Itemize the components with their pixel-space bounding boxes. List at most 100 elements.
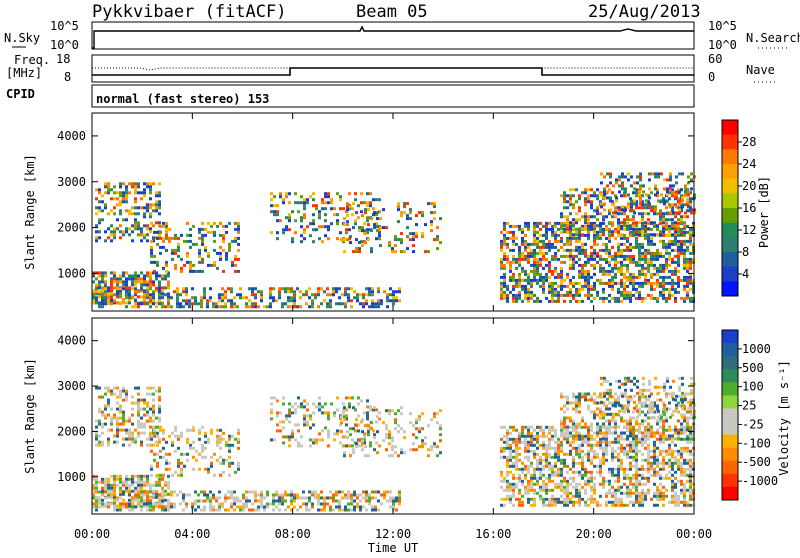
echo-cell [626, 444, 629, 447]
echo-cell [665, 218, 668, 221]
echo-cell [551, 231, 554, 234]
echo-cell [617, 288, 620, 291]
echo-cell [323, 502, 326, 505]
echo-cell [370, 421, 373, 424]
echo-cell [638, 273, 641, 276]
echo-cell [662, 227, 665, 230]
echo-cell [623, 504, 626, 507]
echo-cell [353, 290, 356, 293]
echo-cell [530, 486, 533, 489]
echo-cell [629, 450, 632, 453]
echo-cell [213, 222, 216, 225]
echo-cell [357, 396, 360, 399]
echo-cell [333, 432, 336, 435]
echo-cell [677, 504, 680, 507]
echo-cell [146, 182, 149, 185]
echo-cell [149, 484, 152, 487]
echo-cell [391, 247, 394, 250]
echo-cell [566, 276, 569, 279]
echo-cell [644, 273, 647, 276]
echo-cell [650, 435, 653, 438]
echo-cell [159, 429, 162, 432]
echo-cell [116, 426, 119, 429]
echo-cell [149, 420, 152, 423]
echo-cell [623, 273, 626, 276]
echo-cell [248, 490, 251, 493]
echo-cell [620, 447, 623, 450]
echo-cell [551, 228, 554, 231]
echo-cell [539, 279, 542, 282]
echo-cell [626, 255, 629, 258]
echo-cell [370, 427, 373, 430]
echo-cell [400, 451, 403, 454]
echo-cell [527, 432, 530, 435]
echo-cell [686, 426, 689, 429]
echo-cell [590, 300, 593, 303]
echo-cell [629, 227, 632, 230]
echo-cell [412, 238, 415, 241]
echo-cell [629, 297, 632, 300]
echo-cell [290, 490, 293, 493]
echo-cell [110, 484, 113, 487]
echo-cell [161, 478, 164, 481]
echo-cell [608, 255, 611, 258]
echo-cell [566, 401, 569, 404]
echo-cell [524, 492, 527, 495]
echo-cell [370, 250, 373, 253]
echo-cell [224, 508, 227, 511]
echo-cell [608, 468, 611, 471]
echo-cell [260, 299, 263, 302]
echo-cell [560, 255, 563, 258]
echo-cell [551, 456, 554, 459]
echo-cell [294, 423, 297, 426]
echo-cell [548, 300, 551, 303]
echo-cell [623, 447, 626, 450]
echo-cell [219, 474, 222, 477]
echo-cell [569, 258, 572, 261]
echo-cell [596, 194, 599, 197]
echo-cell [282, 426, 285, 429]
echo-cell [165, 264, 168, 267]
echo-cell [629, 426, 632, 429]
echo-cell [690, 178, 693, 181]
echo-cell [427, 424, 430, 427]
echo-cell [128, 212, 131, 215]
echo-cell [182, 299, 185, 302]
echo-cell [389, 299, 392, 302]
echo-cell [620, 459, 623, 462]
echo-cell [674, 291, 677, 294]
echo-cell [306, 402, 309, 405]
echo-cell [590, 444, 593, 447]
echo-cell [545, 264, 548, 267]
echo-cell [306, 423, 309, 426]
echo-cell [415, 427, 418, 430]
echo-cell [299, 290, 302, 293]
echo-cell [632, 483, 635, 486]
echo-cell [614, 474, 617, 477]
echo-cell [398, 287, 401, 290]
echo-cell [158, 182, 161, 185]
echo-cell [156, 462, 159, 465]
echo-cell [137, 423, 140, 426]
echo-cell [539, 426, 542, 429]
echo-cell [215, 496, 218, 499]
echo-cell [663, 178, 666, 181]
echo-cell [506, 489, 509, 492]
echo-cell [110, 420, 113, 423]
echo-cell [134, 224, 137, 227]
echo-cell [143, 499, 146, 502]
echo-cell [254, 493, 257, 496]
echo-cell [674, 483, 677, 486]
echo-cell [143, 408, 146, 411]
echo-cell [366, 417, 369, 420]
echo-cell [207, 231, 210, 234]
echo-cell [554, 276, 557, 279]
echo-cell [218, 502, 221, 505]
echo-cell [578, 456, 581, 459]
echo-cell [662, 270, 665, 273]
echo-cell [299, 496, 302, 499]
echo-cell [150, 261, 153, 264]
echo-cell [599, 255, 602, 258]
echo-cell [140, 499, 143, 502]
echo-cell [647, 453, 650, 456]
